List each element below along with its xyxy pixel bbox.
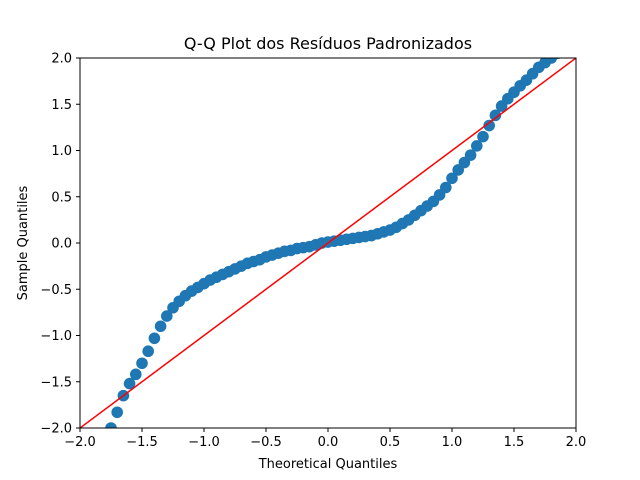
x-tick-label: −1.5 <box>126 435 158 450</box>
data-point <box>464 149 477 161</box>
y-tick-label: 0.5 <box>51 190 72 205</box>
axis-ticks: −2.0 −1.5 −1.0 −0.5 0.0 0.5 1.0 1.5 2.0 −2.0 −1.5 −… <box>40 52 586 451</box>
data-point <box>130 368 142 381</box>
y-tick-label: −1.0 <box>40 329 72 344</box>
data-point <box>439 181 452 194</box>
reference-line <box>80 58 576 428</box>
data-point <box>477 130 489 143</box>
y-tick-label: −2.0 <box>40 422 72 437</box>
x-tick-label: 1.0 <box>442 435 463 450</box>
data-point <box>489 109 502 122</box>
data-point <box>154 320 167 333</box>
chart-title: Q-Q Plot dos Resíduos Padronizados <box>184 34 472 53</box>
x-axis-label: Theoretical Quantiles <box>258 457 398 472</box>
x-tick-label: 0.0 <box>318 435 339 450</box>
data-point <box>545 58 557 64</box>
y-tick-label: 1.5 <box>51 98 72 113</box>
y-tick-label: −1.5 <box>40 375 72 390</box>
data-point <box>123 377 136 390</box>
y-tick-label: 2.0 <box>51 52 72 67</box>
data-point <box>136 357 148 370</box>
data-point <box>161 310 173 322</box>
x-tick-label: −1.0 <box>188 435 220 450</box>
data-point <box>142 345 154 358</box>
data-point <box>148 332 161 345</box>
data-point <box>433 189 446 201</box>
x-tick-label: 2.0 <box>566 435 587 450</box>
plot-area <box>80 58 576 428</box>
x-tick-label: 0.5 <box>380 435 401 450</box>
data-point <box>446 172 458 185</box>
data-point <box>483 119 495 132</box>
plot-frame <box>79 57 577 429</box>
data-point <box>495 100 508 112</box>
data-point <box>452 164 464 176</box>
x-tick-label: −0.5 <box>250 435 282 450</box>
x-tick-label: 1.5 <box>504 435 525 450</box>
data-point <box>111 406 123 419</box>
y-tick-label: 0.0 <box>51 237 72 252</box>
y-tick-label: 1.0 <box>51 144 72 159</box>
x-tick-label: −2.0 <box>64 435 96 450</box>
data-point <box>458 156 471 169</box>
y-tick-label: −0.5 <box>40 283 72 298</box>
y-axis-label: Sample Quantiles <box>16 185 31 300</box>
data-point <box>470 140 483 152</box>
